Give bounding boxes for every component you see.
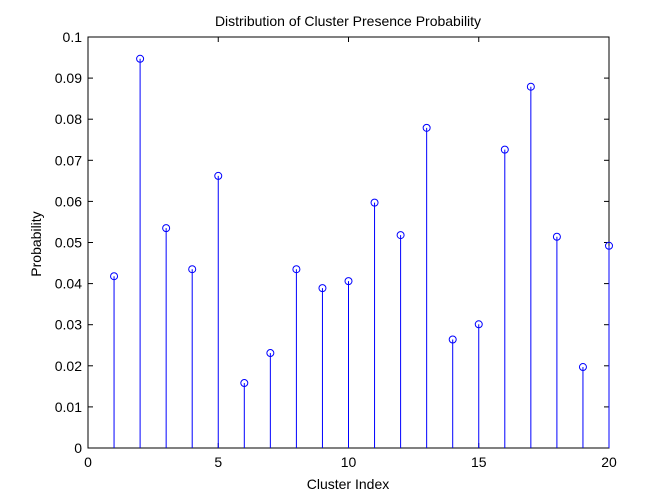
stem-marker [396, 231, 405, 240]
y-tick-label: 0 [74, 440, 82, 456]
y-tick-label: 0.04 [55, 276, 82, 292]
stem-marker [214, 171, 223, 180]
chart-title: Distribution of Cluster Presence Probabi… [215, 13, 481, 29]
stem-marker [448, 335, 457, 344]
x-tick-label: 20 [601, 454, 617, 470]
x-tick-label: 5 [214, 454, 222, 470]
y-axis-label: Probability [28, 211, 44, 276]
stem-marker [370, 198, 379, 207]
y-tick-label: 0.03 [55, 317, 82, 333]
x-tick-label: 15 [471, 454, 487, 470]
stem-marker [500, 145, 509, 154]
y-tick-label: 0.1 [63, 29, 83, 45]
stem-marker [162, 224, 171, 233]
x-axis-label: Cluster Index [307, 476, 389, 492]
stem-marker [578, 363, 587, 372]
stem-marker [188, 265, 197, 274]
stem-marker [526, 82, 535, 91]
stem-marker [422, 123, 431, 132]
y-tick-label: 0.01 [55, 399, 82, 415]
y-tick-label: 0.05 [55, 235, 82, 251]
x-tick-label: 0 [84, 454, 92, 470]
plot-area: 0 5 10 15 20 0 0.01 0.02 0.03 0.04 0.05 0.06 0.07 0.0… [55, 29, 617, 470]
stem-marker [552, 232, 561, 241]
y-tick-label: 0.07 [55, 152, 82, 168]
stem-marker [136, 54, 145, 63]
stem-marker [240, 379, 249, 388]
x-tick-label: 10 [341, 454, 357, 470]
stem-marker [605, 241, 613, 250]
y-tick-label: 0.02 [55, 358, 82, 374]
y-tick-label: 0.06 [55, 193, 82, 209]
stem-marker [292, 265, 301, 274]
stem-marker [474, 320, 483, 329]
stem-marker [318, 284, 327, 293]
y-tick-label: 0.09 [55, 70, 82, 86]
y-tick-label: 0.08 [55, 111, 82, 127]
stem-marker [266, 349, 275, 358]
stem-marker [110, 272, 119, 281]
stem-marker [344, 277, 353, 286]
